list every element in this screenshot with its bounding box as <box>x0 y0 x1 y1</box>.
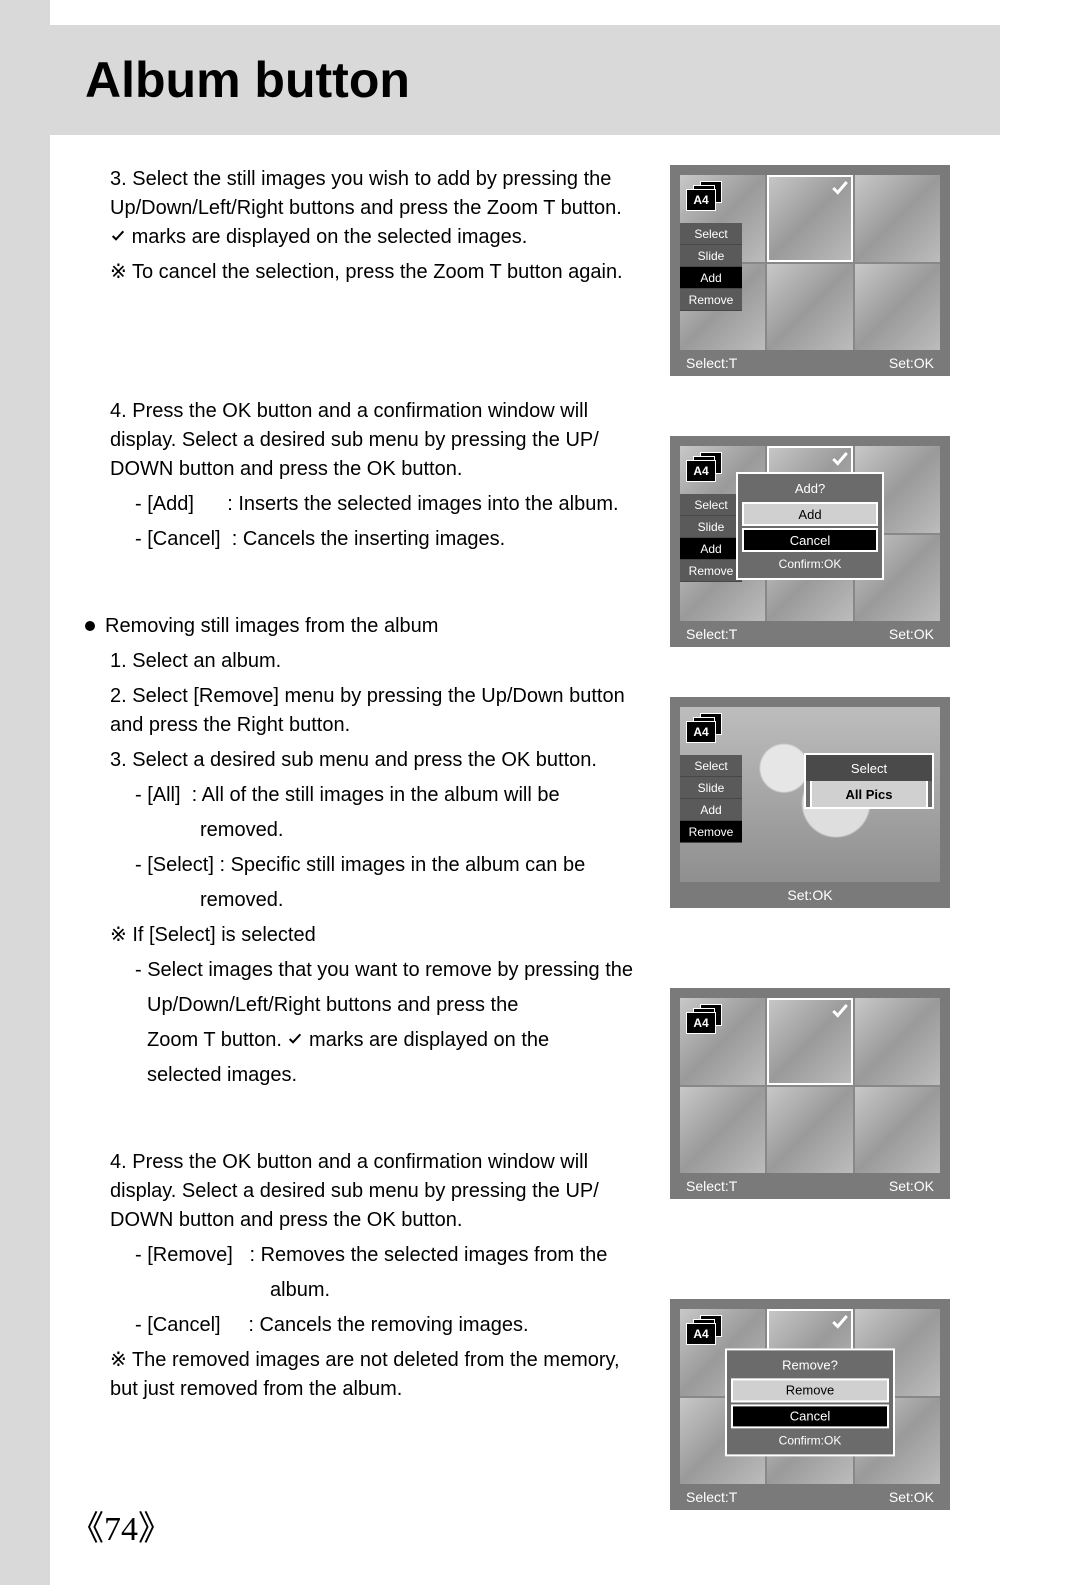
screen-1: A4 Select Slide Add Remove Select:T Set:… <box>670 165 950 376</box>
step-3: 3. Select the still images you wish to a… <box>85 165 640 252</box>
remove-step-3-all: - [All] : All of the still images in the… <box>85 781 640 810</box>
check-icon <box>831 1313 849 1331</box>
remove-submenu: Select All Pics <box>804 753 934 809</box>
album-badge: A4 <box>686 1315 724 1345</box>
menu-item-slide: Slide <box>680 245 742 267</box>
remove-step-3: 3. Select a desired sub menu and press t… <box>85 746 640 775</box>
footer-right: Set:OK <box>889 1178 934 1194</box>
screen-footer: Set:OK <box>680 882 940 908</box>
side-menu: Select Slide Add Remove <box>680 755 742 843</box>
check-icon <box>287 1027 303 1043</box>
note-if-select: ※ If [Select] is selected <box>85 921 640 950</box>
album-badge: A4 <box>686 181 724 211</box>
remove-step-4-remove: - [Remove] : Removes the selected images… <box>85 1241 640 1270</box>
note-if-select-body2: Up/Down/Left/Right buttons and press the <box>85 991 640 1020</box>
dialog-option-remove: Remove <box>731 1378 889 1402</box>
thumbnail <box>767 1087 852 1174</box>
album-badge: A4 <box>686 1004 724 1034</box>
screen-footer: Select:T Set:OK <box>680 1173 940 1199</box>
note-removed: ※ The removed images are not deleted fro… <box>85 1346 640 1404</box>
dialog-option-cancel: Cancel <box>731 1404 889 1428</box>
dialog-confirm: Confirm:OK <box>742 554 878 574</box>
menu-item-select: Select <box>680 223 742 245</box>
album-badge: A4 <box>686 713 724 743</box>
footer-left: Select:T <box>686 626 737 642</box>
menu-item-add: Add <box>680 538 742 560</box>
footer-center: Set:OK <box>787 887 832 903</box>
content-column: 3. Select the still images you wish to a… <box>85 165 640 1410</box>
footer-right: Set:OK <box>889 1489 934 1505</box>
submenu-option-select: Select <box>806 755 932 781</box>
thumbnail <box>855 264 940 351</box>
screen-4: A4 Select:T Set:OK <box>670 988 950 1199</box>
note-if-select-body3: Zoom T button. marks are displayed on th… <box>85 1026 640 1055</box>
dialog-question: Add? <box>742 478 878 500</box>
note-if-select-body5: selected images. <box>85 1061 640 1090</box>
remove-step-4-cancel: - [Cancel] : Cancels the removing images… <box>85 1311 640 1340</box>
remove-dialog: Remove? Remove Cancel Confirm:OK <box>725 1348 895 1456</box>
thumbnail <box>855 175 940 262</box>
thumbnail-selected <box>767 998 852 1085</box>
menu-item-slide: Slide <box>680 516 742 538</box>
thumbnail <box>855 1087 940 1174</box>
menu-item-select: Select <box>680 494 742 516</box>
screens-column: A4 Select Slide Add Remove Select:T Set:… <box>670 165 950 1590</box>
remove-step-2: 2. Select [Remove] menu by pressing the … <box>85 682 640 740</box>
title-bar: Album button <box>50 25 1000 135</box>
left-margin <box>0 0 50 1585</box>
note-if-select-body: - Select images that you want to remove … <box>85 956 640 985</box>
menu-item-slide: Slide <box>680 777 742 799</box>
page-title: Album button <box>85 51 410 109</box>
dialog-option-add: Add <box>742 502 878 526</box>
step-4: 4. Press the OK button and a confirmatio… <box>85 397 640 484</box>
dialog-question: Remove? <box>731 1354 889 1376</box>
check-icon <box>831 179 849 197</box>
thumbnail-selected <box>767 175 852 262</box>
step-4-cancel: - [Cancel] : Cancels the inserting image… <box>85 525 640 554</box>
screen-5: A4 Remove? Remove Cancel Confirm:OK Sele… <box>670 1299 950 1510</box>
screen-3: A4 Select Slide Add Remove Select All Pi… <box>670 697 950 908</box>
side-menu: Select Slide Add Remove <box>680 494 742 582</box>
menu-item-remove: Remove <box>680 821 742 843</box>
remove-step-4-remove-2: album. <box>85 1276 640 1305</box>
thumbnail <box>680 1087 765 1174</box>
footer-left: Select:T <box>686 355 737 371</box>
submenu-option-allpics: All Pics <box>810 781 928 807</box>
footer-left: Select:T <box>686 1489 737 1505</box>
step-4-add: - [Add] : Inserts the selected images in… <box>85 490 640 519</box>
screen-2: A4 Select Slide Add Remove Add? Add Canc… <box>670 436 950 647</box>
remove-step-3-all-2: removed. <box>85 816 640 845</box>
remove-step-4: 4. Press the OK button and a confirmatio… <box>85 1148 640 1235</box>
footer-right: Set:OK <box>889 355 934 371</box>
remove-step-3-select-2: removed. <box>85 886 640 915</box>
menu-item-select: Select <box>680 755 742 777</box>
menu-item-add: Add <box>680 799 742 821</box>
dialog-confirm: Confirm:OK <box>731 1430 889 1450</box>
check-icon <box>110 224 126 240</box>
remove-step-1: 1. Select an album. <box>85 647 640 676</box>
footer-left: Select:T <box>686 1178 737 1194</box>
thumbnail <box>767 264 852 351</box>
removing-header: Removing still images from the album <box>85 612 640 641</box>
thumbnail <box>855 998 940 1085</box>
page-number: 《74》 <box>70 1501 172 1550</box>
remove-step-3-select: - [Select] : Specific still images in th… <box>85 851 640 880</box>
add-dialog: Add? Add Cancel Confirm:OK <box>736 472 884 580</box>
check-icon <box>831 1002 849 1020</box>
side-menu: Select Slide Add Remove <box>680 223 742 311</box>
check-icon <box>831 450 849 468</box>
menu-item-remove: Remove <box>680 560 742 582</box>
menu-item-remove: Remove <box>680 289 742 311</box>
album-badge: A4 <box>686 452 724 482</box>
screen-footer: Select:T Set:OK <box>680 350 940 376</box>
screen-footer: Select:T Set:OK <box>680 1484 940 1510</box>
screen-footer: Select:T Set:OK <box>680 621 940 647</box>
dialog-option-cancel: Cancel <box>742 528 878 552</box>
note-cancel-selection: ※ To cancel the selection, press the Zoo… <box>85 258 640 287</box>
menu-item-add: Add <box>680 267 742 289</box>
footer-right: Set:OK <box>889 626 934 642</box>
bullet-icon <box>85 621 95 631</box>
